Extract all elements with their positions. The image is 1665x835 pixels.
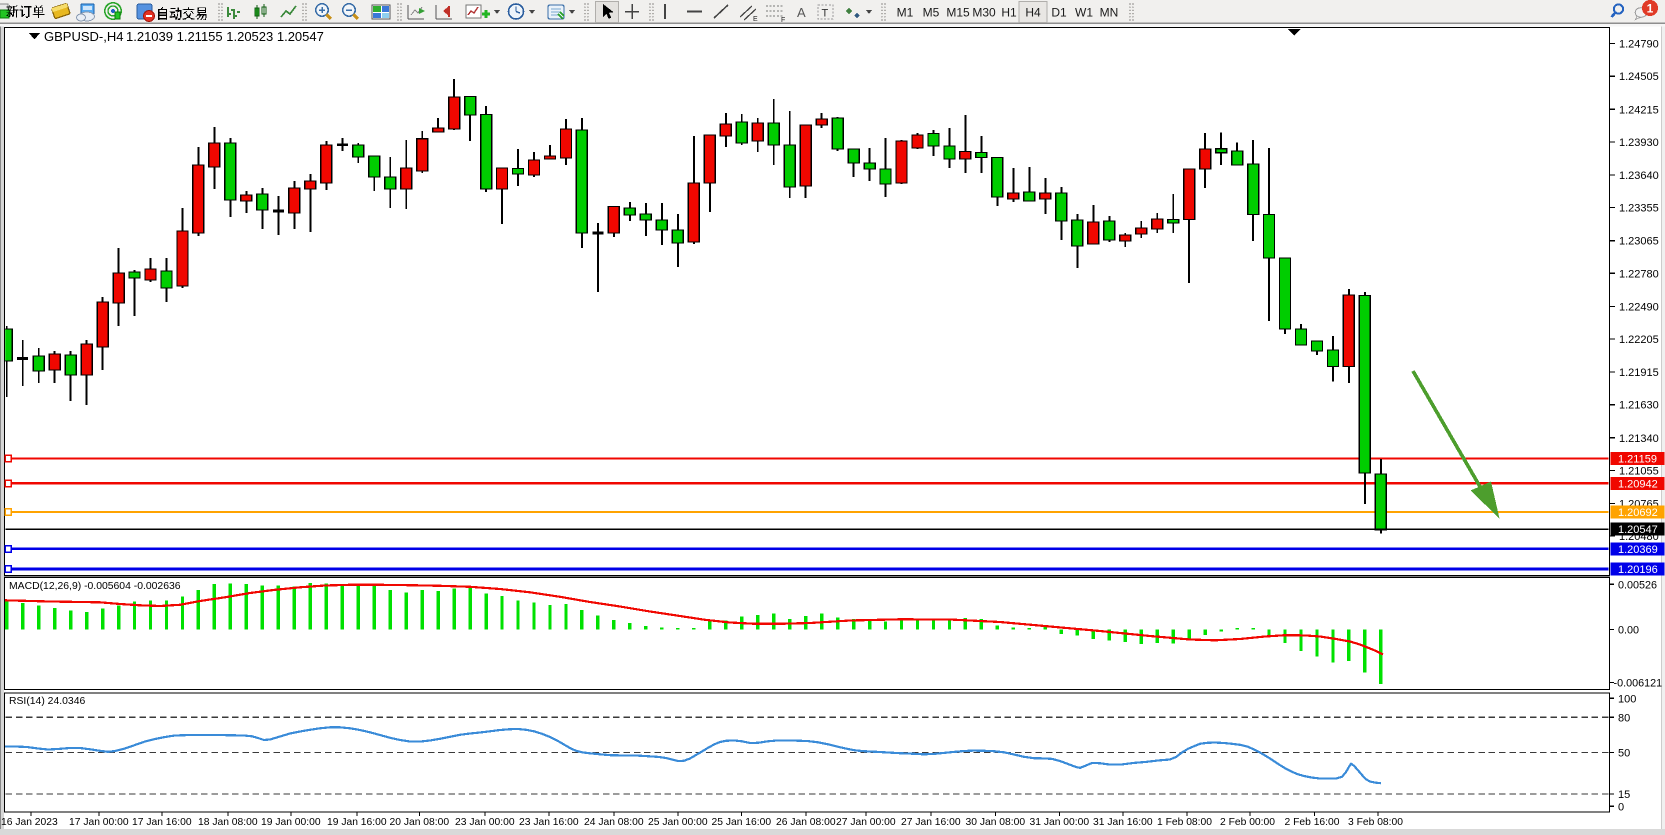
- svg-text:17 Jan 16:00: 17 Jan 16:00: [132, 817, 192, 828]
- svg-text:0.00526: 0.00526: [1618, 579, 1657, 591]
- svg-text:1 Feb 08:00: 1 Feb 08:00: [1157, 817, 1212, 828]
- svg-text:24 Jan 08:00: 24 Jan 08:00: [584, 817, 644, 828]
- svg-text:50: 50: [1618, 747, 1630, 759]
- svg-text:H4: H4: [1025, 6, 1041, 20]
- svg-text:MACD(12,26,9) -0.005604 -0.002: MACD(12,26,9) -0.005604 -0.002636: [9, 581, 181, 592]
- svg-text:2 Feb 00:00: 2 Feb 00:00: [1220, 817, 1275, 828]
- svg-text:D1: D1: [1051, 6, 1067, 20]
- svg-text:1.20547: 1.20547: [1618, 524, 1658, 536]
- svg-text:M1: M1: [897, 6, 914, 20]
- svg-text:0: 0: [1618, 801, 1624, 813]
- svg-text:18 Jan 08:00: 18 Jan 08:00: [198, 817, 258, 828]
- svg-text:1.22780: 1.22780: [1619, 268, 1659, 280]
- svg-text:1.23930: 1.23930: [1619, 137, 1659, 149]
- svg-text:16 Jan 2023: 16 Jan 2023: [1, 817, 58, 828]
- svg-text:1.21340: 1.21340: [1619, 433, 1659, 445]
- svg-text:1.20196: 1.20196: [1618, 564, 1658, 576]
- svg-text:17 Jan 00:00: 17 Jan 00:00: [69, 817, 129, 828]
- svg-text:1.22205: 1.22205: [1619, 334, 1659, 346]
- svg-text:1.24505: 1.24505: [1619, 71, 1659, 83]
- svg-text:23 Jan 16:00: 23 Jan 16:00: [519, 817, 579, 828]
- svg-text:E: E: [753, 16, 758, 23]
- svg-text:26 Jan 08:00: 26 Jan 08:00: [776, 817, 836, 828]
- svg-text:M15: M15: [946, 6, 970, 20]
- svg-text:F: F: [781, 17, 785, 24]
- svg-text:23 Jan 00:00: 23 Jan 00:00: [455, 817, 515, 828]
- svg-text:1.21039 1.21155 1.20523 1.2054: 1.21039 1.21155 1.20523 1.20547: [126, 29, 324, 44]
- svg-text:H1: H1: [1001, 6, 1017, 20]
- svg-text:1.20692: 1.20692: [1618, 507, 1658, 519]
- svg-text:1.21630: 1.21630: [1619, 400, 1659, 412]
- svg-text:1.21915: 1.21915: [1619, 367, 1659, 379]
- svg-text:19 Jan 16:00: 19 Jan 16:00: [327, 817, 387, 828]
- svg-text:0.00: 0.00: [1618, 624, 1639, 636]
- svg-text:1.23065: 1.23065: [1619, 236, 1659, 248]
- svg-text:1.23355: 1.23355: [1619, 203, 1659, 215]
- svg-text:30 Jan 08:00: 30 Jan 08:00: [966, 817, 1026, 828]
- svg-text:MN: MN: [1100, 6, 1119, 20]
- svg-text:1.24790: 1.24790: [1619, 39, 1659, 51]
- svg-text:RSI(14) 24.0346: RSI(14) 24.0346: [9, 696, 85, 707]
- svg-text:1.24215: 1.24215: [1619, 104, 1659, 116]
- svg-text:1.20369: 1.20369: [1618, 544, 1658, 556]
- svg-text:80: 80: [1618, 712, 1630, 724]
- svg-text:20 Jan 08:00: 20 Jan 08:00: [390, 817, 450, 828]
- svg-text:A: A: [797, 5, 806, 20]
- svg-text:100: 100: [1618, 693, 1636, 705]
- svg-text:3 Feb 08:00: 3 Feb 08:00: [1348, 817, 1403, 828]
- svg-text:2 Feb 16:00: 2 Feb 16:00: [1285, 817, 1340, 828]
- svg-text:25 Jan 00:00: 25 Jan 00:00: [648, 817, 708, 828]
- svg-text:W1: W1: [1075, 6, 1093, 20]
- svg-text:1.23640: 1.23640: [1619, 170, 1659, 182]
- svg-text:1.20942: 1.20942: [1618, 478, 1658, 490]
- svg-text:-0.006121: -0.006121: [1614, 678, 1663, 690]
- svg-text:1.21159: 1.21159: [1618, 454, 1657, 466]
- svg-text:M30: M30: [972, 6, 996, 20]
- svg-text:1: 1: [1647, 2, 1654, 16]
- svg-text:27 Jan 16:00: 27 Jan 16:00: [901, 817, 961, 828]
- svg-text:25 Jan 16:00: 25 Jan 16:00: [712, 817, 772, 828]
- svg-text:15: 15: [1618, 789, 1630, 801]
- svg-text:31 Jan 16:00: 31 Jan 16:00: [1093, 817, 1153, 828]
- svg-text:27 Jan 00:00: 27 Jan 00:00: [836, 817, 896, 828]
- svg-text:M5: M5: [923, 6, 940, 20]
- svg-text:31 Jan 00:00: 31 Jan 00:00: [1030, 817, 1090, 828]
- svg-text:T: T: [822, 8, 829, 20]
- svg-text:19 Jan 00:00: 19 Jan 00:00: [261, 817, 321, 828]
- svg-text:1.21055: 1.21055: [1619, 465, 1659, 477]
- svg-text:1.22490: 1.22490: [1619, 301, 1659, 313]
- svg-text:GBPUSD-,H4: GBPUSD-,H4: [44, 29, 123, 44]
